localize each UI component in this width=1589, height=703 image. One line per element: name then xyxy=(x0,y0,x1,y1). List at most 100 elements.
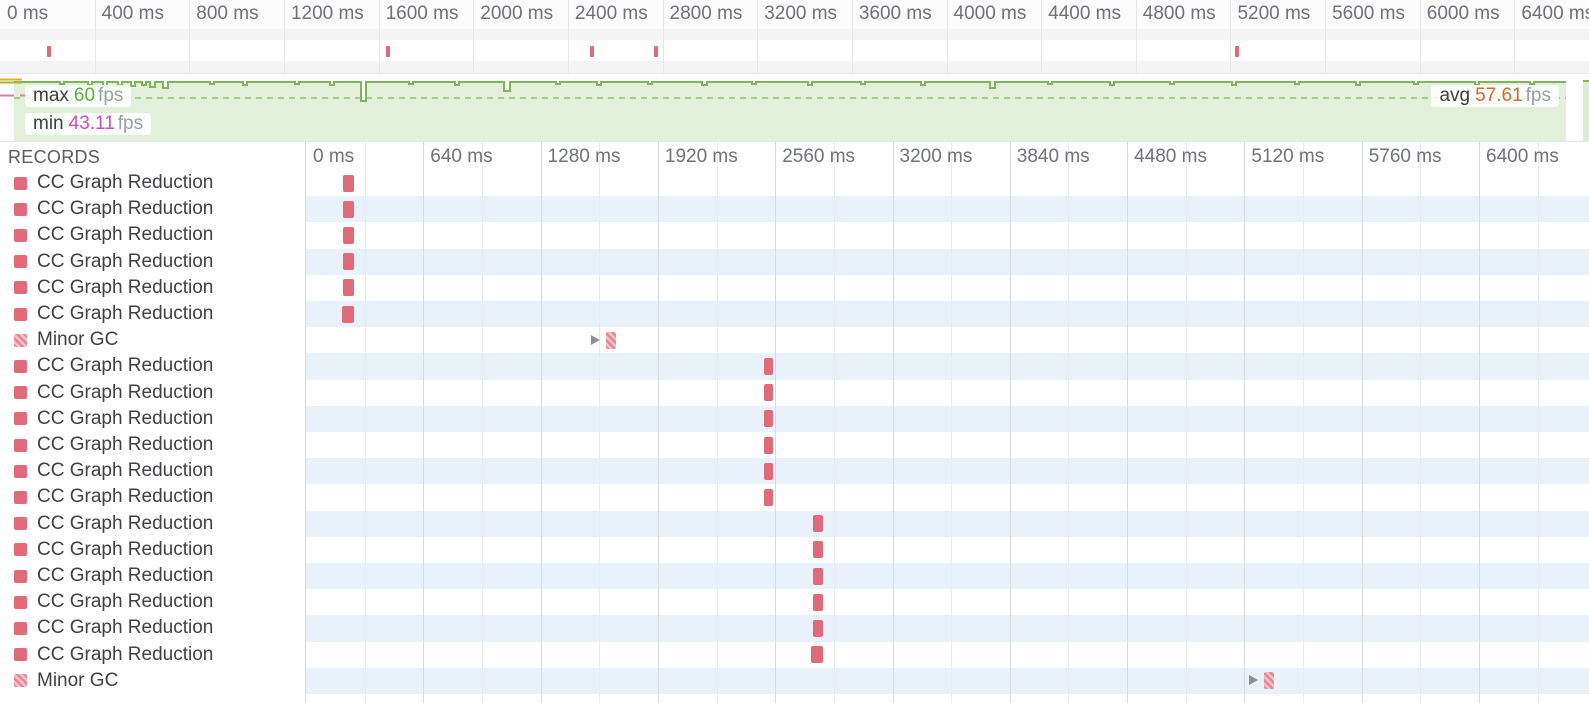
record-row[interactable]: CC Graph Reduction xyxy=(0,222,305,248)
fps-max-value: 60 xyxy=(73,85,96,106)
waterfall-ruler-label: 6400 ms xyxy=(1486,146,1559,167)
waterfall-event-marker[interactable] xyxy=(763,410,773,428)
fps-avg-unit: fps xyxy=(1525,85,1551,106)
record-row-label: Minor GC xyxy=(37,669,119,691)
waterfall-gridline xyxy=(833,142,835,703)
record-row[interactable]: CC Graph Reduction xyxy=(0,432,305,458)
record-row[interactable]: CC Graph Reduction xyxy=(0,563,305,589)
waterfall-event-marker[interactable] xyxy=(1263,672,1274,690)
record-color-swatch xyxy=(14,176,27,190)
fps-min-key: min xyxy=(33,113,64,134)
fps-right-sliver-fill xyxy=(1583,80,1589,141)
waterfall-gridline xyxy=(1068,142,1070,703)
overview-gridline xyxy=(1230,0,1232,73)
waterfall-event-marker[interactable] xyxy=(813,593,824,611)
record-row[interactable]: CC Graph Reduction xyxy=(0,642,305,668)
overview-ruler-band xyxy=(0,0,1589,29)
fps-avg-value: 57.61 xyxy=(1475,85,1523,106)
record-row[interactable]: CC Graph Reduction xyxy=(0,170,305,196)
record-color-swatch xyxy=(14,281,27,295)
overview-ruler-label: 0 ms xyxy=(7,3,49,24)
waterfall-event-marker[interactable] xyxy=(763,436,773,454)
waterfall-event-marker[interactable] xyxy=(811,646,824,664)
expand-triangle-icon[interactable] xyxy=(590,334,600,345)
record-row[interactable]: CC Graph Reduction xyxy=(0,589,305,615)
waterfall-gridline xyxy=(716,142,718,703)
waterfall-event-marker[interactable] xyxy=(813,567,824,585)
record-row[interactable]: CC Graph Reduction xyxy=(0,380,305,406)
waterfall-event-marker[interactable] xyxy=(342,226,354,244)
record-row[interactable]: CC Graph Reduction xyxy=(0,537,305,563)
waterfall-event-marker[interactable] xyxy=(813,515,824,533)
record-row[interactable]: CC Graph Reduction xyxy=(0,511,305,537)
overview-ruler-label: 4400 ms xyxy=(1048,3,1122,24)
waterfall-gridline xyxy=(364,142,366,703)
waterfall-ruler-label: 2560 ms xyxy=(782,146,856,167)
waterfall-ruler-label: 3840 ms xyxy=(1016,146,1090,167)
records-header: RECORDS xyxy=(8,147,101,167)
fps-avg-label: avg 57.61 fps xyxy=(1431,85,1559,107)
overview-event-marker xyxy=(590,46,595,57)
waterfall-event-marker[interactable] xyxy=(605,331,616,349)
waterfall-event-marker[interactable] xyxy=(342,174,354,192)
overview-ruler-label: 2400 ms xyxy=(574,3,648,24)
waterfall-ruler-label: 5120 ms xyxy=(1251,146,1325,167)
waterfall-gridline xyxy=(1127,142,1129,703)
waterfall-event-marker[interactable] xyxy=(813,619,824,637)
record-row[interactable]: CC Graph Reduction xyxy=(0,249,305,275)
overview-gridline xyxy=(1325,0,1327,73)
record-color-swatch xyxy=(14,438,27,452)
overview-band-gray-2 xyxy=(0,60,1589,73)
record-color-swatch xyxy=(14,202,27,216)
framerate-graph[interactable]: max 60 fps min 43.11 fps avg 57.61 fps xyxy=(0,74,1589,141)
record-row[interactable]: CC Graph Reduction xyxy=(0,196,305,222)
overview-gridline xyxy=(1135,0,1137,73)
record-row[interactable]: CC Graph Reduction xyxy=(0,615,305,641)
record-row[interactable]: CC Graph Reduction xyxy=(0,458,305,484)
waterfall-ruler-label: 0 ms xyxy=(313,146,355,167)
record-row[interactable]: Minor GC xyxy=(0,668,305,694)
record-row[interactable]: CC Graph Reduction xyxy=(0,484,305,510)
record-row[interactable]: CC Graph Reduction xyxy=(0,275,305,301)
waterfall-event-marker[interactable] xyxy=(763,488,773,506)
record-color-swatch xyxy=(14,648,27,662)
record-row[interactable]: CC Graph Reduction xyxy=(0,406,305,432)
timeline-overview[interactable]: 0 ms 400 ms 800 ms 1200 ms 1600 ms 2000 ms 240… xyxy=(0,0,1589,74)
record-row-label: CC Graph Reduction xyxy=(37,198,214,220)
waterfall-event-marker[interactable] xyxy=(813,541,824,559)
record-row-label: CC Graph Reduction xyxy=(37,355,214,377)
waterfall-event-marker[interactable] xyxy=(342,253,354,271)
overview-ruler-label: 2000 ms xyxy=(480,3,554,24)
fps-area-fill xyxy=(14,82,1566,141)
fps-min-unit: fps xyxy=(117,113,144,134)
waterfall-event-marker[interactable] xyxy=(763,462,773,480)
waterfall-event-marker[interactable] xyxy=(342,200,354,218)
waterfall-event-marker[interactable] xyxy=(763,357,773,375)
expand-triangle-icon[interactable] xyxy=(1248,675,1258,686)
record-color-swatch xyxy=(14,359,27,373)
waterfall-gridline xyxy=(1185,142,1187,703)
waterfall-row-stripe xyxy=(306,510,1589,537)
overview-gridline xyxy=(189,0,191,73)
record-row[interactable]: CC Graph Reduction xyxy=(0,353,305,379)
record-row-label: CC Graph Reduction xyxy=(37,617,214,639)
waterfall-event-marker[interactable] xyxy=(342,305,355,323)
overview-gridline xyxy=(473,0,475,73)
waterfall[interactable]: 0 ms 640 ms 1280 ms 1920 ms 2560 ms 3200 ms 38… xyxy=(305,142,1589,703)
waterfall-event-marker[interactable] xyxy=(342,279,354,297)
record-row[interactable]: Minor GC xyxy=(0,327,305,353)
overview-ruler-label: 4000 ms xyxy=(953,3,1027,24)
overview-ruler-label: 800 ms xyxy=(196,3,259,24)
waterfall-event-marker[interactable] xyxy=(763,384,773,402)
records-panel: RECORDS CC Graph Reduction CC Graph Reduc… xyxy=(0,141,1589,703)
overview-ruler-label: 6400 ms xyxy=(1521,3,1589,24)
record-row[interactable]: CC Graph Reduction xyxy=(0,301,305,327)
record-row-label: CC Graph Reduction xyxy=(37,460,214,482)
waterfall-gridline xyxy=(1244,142,1246,703)
overview-ruler-label: 4800 ms xyxy=(1142,3,1216,24)
waterfall-row-stripe xyxy=(306,458,1589,485)
overview-gridline xyxy=(662,0,664,73)
record-row-label: CC Graph Reduction xyxy=(37,303,214,325)
waterfall-row-stripe xyxy=(306,405,1589,432)
